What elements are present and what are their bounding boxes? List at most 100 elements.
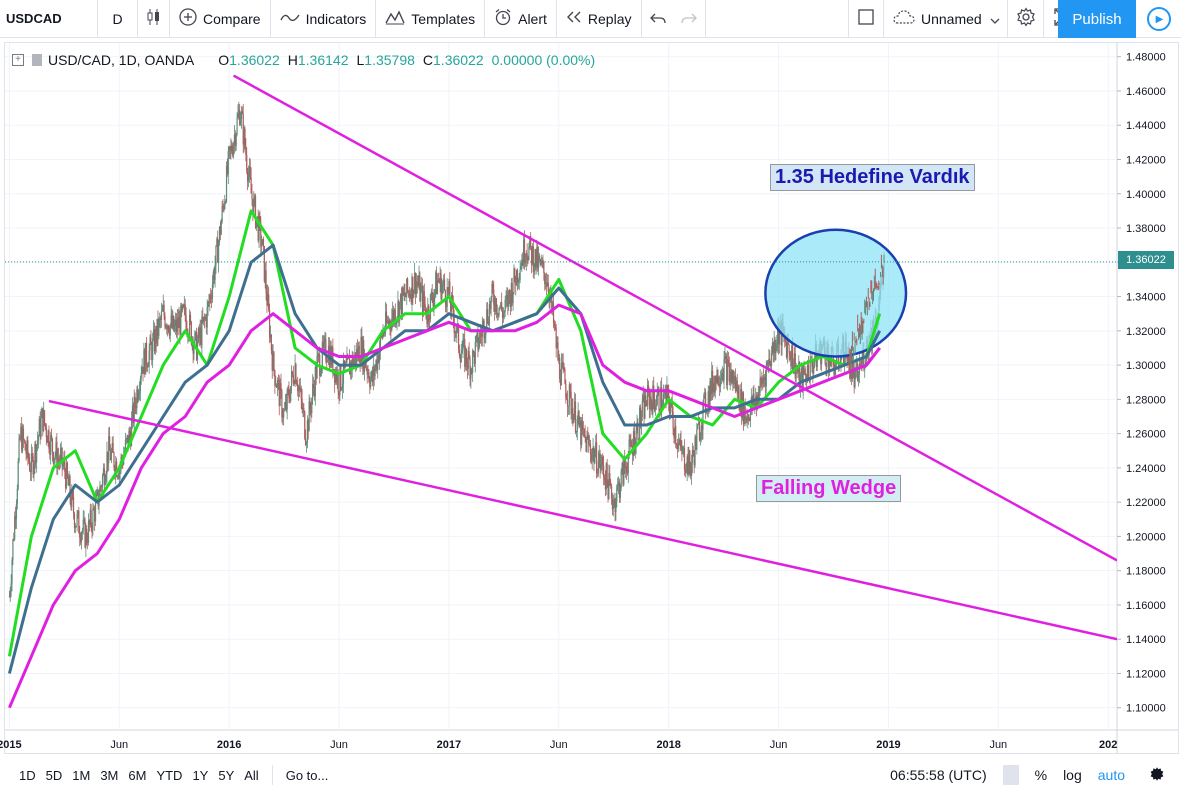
candle-body [183, 304, 185, 308]
range-1d[interactable]: 1D [19, 767, 36, 783]
chart-style-button[interactable] [138, 0, 170, 38]
candle-body [809, 357, 811, 382]
redo-button[interactable] [674, 0, 706, 38]
candle-body [787, 342, 789, 346]
candle-body [160, 311, 163, 321]
candle-body [162, 304, 164, 311]
replay-button[interactable]: Replay [557, 0, 642, 38]
candle-body [485, 329, 487, 336]
candle-body [529, 236, 531, 247]
candle-body [217, 238, 219, 263]
go-live-button[interactable]: ▶ [1136, 0, 1181, 38]
range-6m[interactable]: 6M [128, 767, 147, 783]
candle-body [778, 328, 781, 345]
legend-symbol[interactable]: USD/CAD, 1D, OANDA [48, 52, 195, 68]
candle-body [755, 395, 758, 409]
symbol-search[interactable]: USDCAD [0, 0, 98, 38]
candle-body [864, 360, 867, 367]
candle-body [212, 271, 214, 284]
candle-body [561, 361, 563, 364]
candle-body [418, 275, 420, 287]
candle-body [545, 282, 548, 287]
candle-body [275, 385, 277, 386]
candle-body [467, 350, 469, 369]
candle-body [99, 486, 101, 499]
compare-button[interactable]: Compare [170, 0, 271, 38]
range-all[interactable]: All [244, 767, 259, 783]
square-icon [857, 8, 875, 29]
candle-body [665, 389, 667, 402]
candle-body [803, 365, 805, 375]
alert-button[interactable]: Alert [485, 0, 557, 38]
candle-body [100, 486, 102, 487]
layout-menu[interactable]: Unnamed [884, 0, 1008, 38]
candle-body [169, 324, 171, 336]
candle-body [862, 351, 864, 358]
templates-button[interactable]: Templates [376, 0, 486, 38]
pattern-annotation[interactable]: Falling Wedge [756, 475, 902, 502]
candle-body [269, 334, 272, 338]
candle-body [69, 476, 71, 499]
candle-body [18, 438, 20, 461]
range-3m[interactable]: 3M [100, 767, 119, 783]
candle-body [352, 355, 354, 367]
log-toggle[interactable]: log [1063, 767, 1082, 783]
candle-body [808, 379, 810, 382]
expand-legend-icon[interactable]: + [12, 54, 24, 66]
candle-body [649, 396, 651, 410]
clock-display[interactable]: 06:55:58 (UTC) [890, 767, 987, 783]
candle-body [341, 383, 344, 389]
range-1m[interactable]: 1M [72, 767, 91, 783]
candle-body [318, 354, 320, 355]
chart-pane[interactable] [4, 42, 1179, 754]
candle-body [510, 282, 512, 307]
candle-body [113, 452, 115, 468]
undo-button[interactable] [642, 0, 674, 38]
candle-body [389, 320, 391, 327]
candle-body [718, 384, 720, 385]
candle-body [521, 259, 523, 268]
candle-body [368, 372, 370, 382]
goto-button[interactable]: Go to... [285, 767, 329, 783]
range-1y[interactable]: 1Y [192, 767, 209, 783]
candle-body [59, 452, 61, 463]
candle-body [79, 533, 81, 538]
candle-body [607, 481, 609, 499]
auto-toggle[interactable]: auto [1097, 767, 1125, 783]
candle-body [108, 436, 110, 464]
percent-toggle[interactable]: % [1034, 767, 1048, 783]
candle-body [189, 315, 192, 323]
candle-body [603, 477, 606, 480]
ema-slow-line [8, 303, 881, 709]
candle-body [273, 352, 275, 371]
candle-body [362, 340, 364, 366]
candle-body [224, 201, 226, 209]
target-annotation[interactable]: 1.35 Hedefine Vardık [770, 164, 975, 191]
candle-body [302, 408, 304, 410]
candle-body [472, 350, 474, 373]
candle-body [794, 353, 796, 379]
chart-settings-button[interactable] [1133, 766, 1181, 785]
candle-body [173, 316, 175, 331]
candle-body [403, 292, 405, 295]
range-5d[interactable]: 5D [45, 767, 63, 783]
candle-body [109, 436, 111, 451]
candle-body [617, 484, 619, 487]
indicators-button[interactable]: Indicators [271, 0, 377, 38]
range-ytd[interactable]: YTD [156, 767, 183, 783]
publish-button[interactable]: Publish [1058, 0, 1136, 38]
x-tick-label: 2018 [656, 739, 680, 751]
candle-body [407, 278, 409, 292]
candle-body [379, 334, 381, 350]
range-5y[interactable]: 5Y [218, 767, 235, 783]
settings-button[interactable] [1008, 0, 1044, 38]
candle-body [195, 332, 197, 333]
candle-body [511, 282, 513, 303]
candle-body [577, 411, 579, 420]
candle-body [576, 419, 578, 433]
interval-button[interactable]: D [98, 0, 138, 38]
fullscreen-select-button[interactable] [848, 0, 884, 38]
candle-body [419, 275, 421, 302]
candle-body [479, 332, 482, 335]
